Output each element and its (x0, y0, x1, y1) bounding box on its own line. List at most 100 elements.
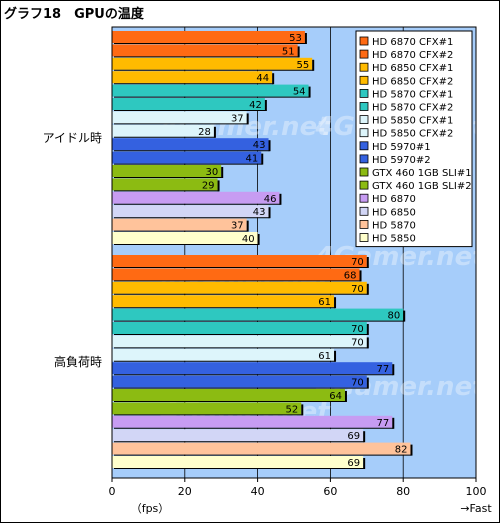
legend-swatch (359, 49, 369, 59)
x-tick-label: 0 (109, 485, 116, 498)
plot-border (111, 26, 477, 479)
legend-swatch (359, 89, 369, 98)
bar-value-label: 55 (296, 60, 309, 71)
bar-value-label: 30 (205, 167, 218, 178)
x-axis-label: （fps） (131, 502, 170, 515)
bar (112, 205, 269, 218)
bar-value-label: 46 (264, 194, 277, 205)
bar-value-label: 70 (351, 378, 364, 389)
bar-value-label: 29 (202, 180, 215, 191)
bar (112, 456, 364, 468)
chart-title: グラフ18 GPUの温度 (4, 7, 144, 22)
legend-swatch (359, 206, 369, 216)
legend-label: HD 5870 CFX#2 (372, 103, 453, 114)
bar-value-label: 80 (387, 311, 400, 322)
legend-swatch (359, 233, 369, 242)
bar-value-label: 77 (377, 418, 390, 429)
bar-value-label: 37 (231, 221, 244, 232)
bar-value-label: 51 (282, 46, 295, 57)
legend-label: HD 6870 (372, 194, 416, 205)
bar (112, 232, 258, 244)
bar (112, 402, 302, 415)
bar-value-label: 70 (351, 284, 364, 295)
bar (112, 308, 404, 321)
bar-value-label: 70 (351, 337, 364, 348)
bar-value-label: 37 (231, 113, 244, 124)
bar (112, 415, 393, 428)
bar (112, 178, 218, 191)
legend-swatch (359, 115, 369, 124)
bar (112, 57, 313, 70)
legend-label: HD 5970#2 (372, 155, 431, 166)
bar-value-label: 82 (395, 445, 408, 456)
bar (112, 442, 411, 455)
bar (112, 98, 265, 110)
legend-swatch (359, 128, 369, 138)
bar (112, 124, 214, 137)
bar (112, 44, 298, 57)
bar-value-label: 69 (347, 431, 360, 442)
legend-label: HD 5850 CFX#2 (372, 129, 453, 140)
bar-value-label: 52 (286, 404, 299, 415)
bar-value-label: 68 (344, 270, 357, 281)
bar (112, 362, 393, 375)
legend-label: HD 6870 CFX#1 (372, 37, 453, 48)
bar (112, 389, 345, 401)
x-tick-label: 20 (178, 485, 192, 498)
legend-swatch (359, 219, 369, 229)
bar-value-label: 77 (377, 364, 390, 375)
legend-label: HD 5870 CFX#1 (372, 89, 453, 100)
x-direction-label: →Fast (460, 502, 492, 515)
legend-swatch (359, 102, 369, 111)
bar (112, 31, 305, 43)
x-tick-label: 60 (323, 485, 337, 498)
legend-label: HD 6850 CFX#1 (372, 63, 453, 74)
legend-label: HD 6850 CFX#2 (372, 76, 453, 87)
legend-box (355, 30, 473, 248)
bar-value-label: 42 (249, 100, 262, 111)
bar (112, 348, 335, 361)
bar (112, 138, 269, 151)
bar-value-label: 41 (246, 154, 259, 165)
legend-swatch (359, 154, 369, 164)
bar-value-label: 61 (318, 351, 331, 362)
bar (112, 295, 335, 308)
legend-swatch (359, 36, 369, 46)
bar (112, 84, 309, 97)
legend-swatch (359, 180, 369, 190)
bar-value-label: 43 (253, 207, 266, 218)
bar (112, 218, 247, 231)
bar (112, 111, 247, 124)
legend-label: GTX 460 1GB SLI#1 (372, 168, 472, 179)
bar-value-label: 69 (347, 458, 360, 469)
legend-label: HD 5850 CFX#1 (372, 116, 453, 127)
legend-swatch (359, 62, 369, 72)
bar-value-label: 61 (318, 297, 331, 308)
category-label: 高負荷時 (54, 354, 102, 369)
x-tick-label: 80 (396, 485, 410, 498)
bar-value-label: 54 (293, 87, 306, 98)
legend-swatch (359, 75, 369, 85)
legend-swatch (359, 167, 369, 177)
bar-value-label: 40 (242, 234, 255, 245)
bar-value-label: 43 (253, 140, 266, 151)
bar (112, 71, 273, 84)
bar (112, 165, 222, 177)
bar-value-label: 28 (198, 127, 211, 138)
legend-swatch (359, 193, 369, 203)
legend-label: HD 6870 CFX#2 (372, 50, 453, 61)
bar (112, 151, 262, 164)
bar (112, 281, 367, 294)
bar (112, 335, 367, 348)
bar (112, 191, 280, 204)
x-tick-label: 100 (466, 485, 487, 498)
bar-value-label: 53 (289, 33, 302, 44)
bar (112, 268, 360, 281)
bar-value-label: 44 (256, 73, 269, 84)
bar (112, 375, 367, 388)
legend-label: HD 6850 (372, 207, 416, 218)
bar (112, 255, 367, 267)
category-label: アイドル時 (43, 131, 102, 145)
bar (112, 429, 364, 442)
